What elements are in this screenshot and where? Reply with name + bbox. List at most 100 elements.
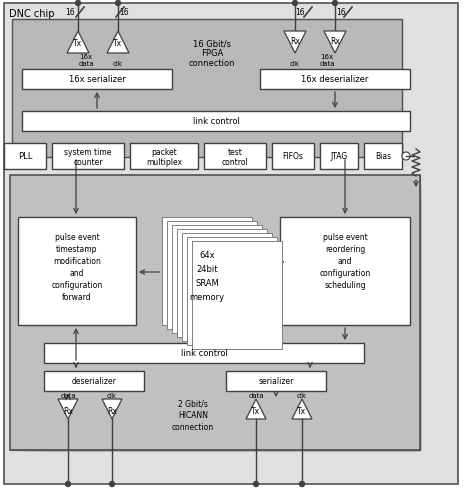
Bar	[25, 191, 420, 450]
Bar	[22, 70, 172, 90]
Text: DNC chip: DNC chip	[9, 9, 55, 19]
Bar	[15, 181, 420, 450]
Text: 16 Gbit/s: 16 Gbit/s	[193, 40, 231, 48]
Bar	[187, 238, 277, 346]
Bar	[22, 112, 410, 132]
Bar	[12, 20, 402, 158]
Text: clk: clk	[297, 392, 307, 398]
Text: 16x: 16x	[320, 54, 334, 60]
Circle shape	[109, 482, 115, 487]
Text: 16x: 16x	[80, 54, 92, 60]
Text: connection: connection	[189, 60, 235, 68]
Bar	[35, 201, 420, 450]
Polygon shape	[67, 32, 89, 54]
Circle shape	[300, 482, 304, 487]
Circle shape	[292, 1, 298, 6]
Text: deserializer: deserializer	[72, 377, 117, 386]
Bar	[260, 70, 410, 90]
Text: packet: packet	[151, 148, 177, 157]
Text: data: data	[60, 392, 76, 398]
Text: link control: link control	[181, 349, 228, 358]
Text: SRAM: SRAM	[195, 279, 219, 288]
Circle shape	[116, 1, 120, 6]
Text: connection: connection	[172, 423, 214, 431]
Text: system time: system time	[64, 148, 112, 157]
Text: 16: 16	[119, 8, 129, 18]
Text: pulse event: pulse event	[55, 233, 100, 242]
Polygon shape	[102, 399, 122, 419]
Text: and: and	[338, 257, 352, 266]
Text: Tx: Tx	[113, 40, 123, 48]
Polygon shape	[58, 399, 78, 419]
Text: 16x serializer: 16x serializer	[69, 75, 126, 84]
Bar	[44, 343, 364, 363]
Text: 64x: 64x	[199, 251, 215, 260]
Bar	[130, 143, 198, 170]
Bar	[182, 234, 272, 341]
Text: Tx: Tx	[251, 407, 261, 416]
Text: PLL: PLL	[18, 152, 32, 161]
Text: scheduling: scheduling	[324, 281, 366, 290]
Text: 2 Gbit/s: 2 Gbit/s	[178, 399, 208, 407]
Text: 24bit: 24bit	[196, 265, 218, 274]
Text: counter: counter	[73, 158, 103, 167]
Text: clk: clk	[290, 61, 300, 67]
Text: pulse event: pulse event	[323, 233, 367, 242]
Bar	[192, 242, 282, 349]
Text: control: control	[222, 158, 248, 167]
Bar	[226, 371, 326, 391]
Circle shape	[402, 153, 410, 161]
Polygon shape	[107, 32, 129, 54]
Text: forward: forward	[62, 293, 92, 302]
Bar	[320, 143, 358, 170]
Text: and: and	[70, 269, 84, 278]
Polygon shape	[246, 399, 266, 419]
Polygon shape	[292, 399, 312, 419]
Text: multiplex: multiplex	[146, 158, 182, 167]
Text: data: data	[78, 61, 94, 67]
Circle shape	[332, 1, 337, 6]
Text: HICANN: HICANN	[178, 411, 208, 420]
Text: memory: memory	[190, 293, 225, 302]
Text: configuration: configuration	[51, 281, 103, 290]
Bar	[40, 205, 420, 450]
Text: test: test	[228, 148, 242, 157]
Text: Tx: Tx	[73, 40, 82, 48]
Text: FPGA: FPGA	[201, 49, 223, 59]
Text: clk: clk	[107, 392, 117, 398]
Circle shape	[254, 482, 258, 487]
Text: configuration: configuration	[319, 269, 371, 278]
Bar	[272, 143, 314, 170]
Bar	[44, 371, 144, 391]
Text: Tx: Tx	[298, 407, 307, 416]
Text: 16x deserializer: 16x deserializer	[301, 75, 369, 84]
Bar	[280, 218, 410, 325]
Bar	[162, 218, 252, 325]
Text: 16: 16	[336, 8, 346, 18]
Text: modification: modification	[53, 257, 101, 266]
Text: JTAG: JTAG	[330, 152, 347, 161]
Text: clk: clk	[113, 61, 123, 67]
Bar	[4, 143, 46, 170]
Text: timestamp: timestamp	[56, 245, 98, 254]
Bar	[30, 196, 420, 450]
Bar	[172, 225, 262, 333]
Bar	[364, 143, 402, 170]
Bar	[167, 222, 257, 329]
Bar	[10, 176, 420, 450]
Bar	[204, 143, 266, 170]
Text: reordering: reordering	[325, 245, 365, 254]
Bar	[52, 143, 124, 170]
Text: Bias: Bias	[375, 152, 391, 161]
Text: Rx: Rx	[290, 38, 300, 46]
Text: 16: 16	[65, 8, 75, 18]
Text: data: data	[319, 61, 335, 67]
Polygon shape	[284, 32, 306, 54]
Circle shape	[75, 1, 81, 6]
Text: FIFOs: FIFOs	[283, 152, 303, 161]
Text: data: data	[248, 392, 264, 398]
Text: Rx: Rx	[63, 407, 73, 416]
Bar	[20, 185, 420, 450]
Circle shape	[65, 482, 71, 487]
Text: 16: 16	[295, 8, 305, 18]
